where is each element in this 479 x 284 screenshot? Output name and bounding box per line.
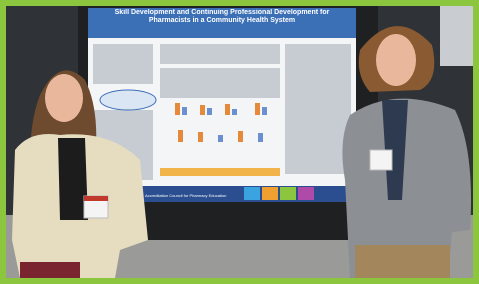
poster-diagram [100, 90, 156, 110]
photo: Skill Development and Continuing Profess… [0, 0, 479, 284]
poster-title: Skill Development and Continuing Profess… [96, 9, 348, 25]
ceiling-light [440, 6, 473, 66]
poster-title-box: Skill Development and Continuing Profess… [96, 9, 348, 37]
poster-footer: Accreditation Council for Pharmacy Educa… [145, 193, 226, 198]
poster-banner [160, 168, 280, 176]
